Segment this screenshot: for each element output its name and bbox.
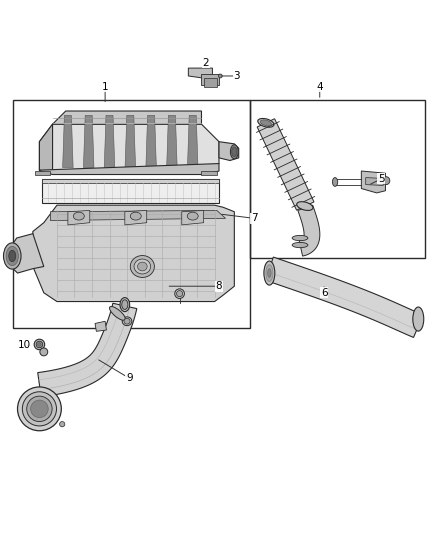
Ellipse shape xyxy=(124,318,130,324)
Polygon shape xyxy=(187,115,198,167)
Polygon shape xyxy=(188,68,212,78)
Polygon shape xyxy=(298,205,320,256)
Polygon shape xyxy=(361,171,385,193)
Ellipse shape xyxy=(6,246,18,265)
Text: 2: 2 xyxy=(202,58,209,68)
Polygon shape xyxy=(204,78,217,87)
Text: 8: 8 xyxy=(215,281,223,291)
Polygon shape xyxy=(39,164,219,174)
Ellipse shape xyxy=(120,297,130,312)
Ellipse shape xyxy=(177,290,183,297)
Text: 7: 7 xyxy=(251,213,258,223)
Ellipse shape xyxy=(27,396,52,422)
Ellipse shape xyxy=(40,348,48,356)
Ellipse shape xyxy=(22,392,57,426)
Text: 3: 3 xyxy=(233,71,240,81)
Polygon shape xyxy=(104,115,115,167)
Polygon shape xyxy=(201,171,217,174)
Polygon shape xyxy=(166,115,177,167)
Ellipse shape xyxy=(232,147,237,157)
Text: 10: 10 xyxy=(18,341,31,350)
Ellipse shape xyxy=(332,177,338,187)
Ellipse shape xyxy=(268,269,271,278)
Ellipse shape xyxy=(292,243,308,248)
Polygon shape xyxy=(42,179,219,203)
Polygon shape xyxy=(125,115,136,167)
Ellipse shape xyxy=(36,341,42,348)
Polygon shape xyxy=(39,124,219,172)
Ellipse shape xyxy=(187,212,198,220)
Polygon shape xyxy=(146,115,156,167)
Ellipse shape xyxy=(4,243,21,269)
Polygon shape xyxy=(83,115,94,167)
Ellipse shape xyxy=(292,236,308,241)
Polygon shape xyxy=(257,119,314,210)
Polygon shape xyxy=(366,177,383,185)
Ellipse shape xyxy=(38,343,41,346)
Ellipse shape xyxy=(74,212,84,220)
Bar xyxy=(250,100,425,258)
Ellipse shape xyxy=(218,74,222,78)
Polygon shape xyxy=(182,211,204,225)
Polygon shape xyxy=(35,171,50,174)
Polygon shape xyxy=(50,211,226,221)
Polygon shape xyxy=(219,142,239,160)
Ellipse shape xyxy=(175,289,184,298)
Polygon shape xyxy=(39,124,53,172)
Ellipse shape xyxy=(122,317,132,326)
Text: 9: 9 xyxy=(126,373,133,383)
Ellipse shape xyxy=(413,307,424,331)
Ellipse shape xyxy=(131,255,154,278)
Bar xyxy=(13,100,250,328)
Text: 5: 5 xyxy=(378,174,385,184)
Polygon shape xyxy=(95,321,106,332)
Ellipse shape xyxy=(60,422,65,427)
Polygon shape xyxy=(201,74,219,85)
Polygon shape xyxy=(53,111,201,124)
Ellipse shape xyxy=(258,118,274,127)
Ellipse shape xyxy=(31,400,48,418)
Polygon shape xyxy=(42,179,219,183)
Text: 4: 4 xyxy=(316,82,323,92)
Ellipse shape xyxy=(297,201,313,211)
Ellipse shape xyxy=(110,306,125,320)
Ellipse shape xyxy=(134,259,151,274)
Ellipse shape xyxy=(18,387,61,431)
Polygon shape xyxy=(9,233,44,273)
Polygon shape xyxy=(38,303,137,397)
Ellipse shape xyxy=(264,261,275,285)
Ellipse shape xyxy=(9,251,16,262)
Polygon shape xyxy=(265,257,423,337)
Ellipse shape xyxy=(260,120,272,126)
Polygon shape xyxy=(63,115,73,167)
Polygon shape xyxy=(68,211,90,225)
Ellipse shape xyxy=(131,212,141,220)
Polygon shape xyxy=(33,205,234,302)
Text: 1: 1 xyxy=(102,82,109,92)
Ellipse shape xyxy=(34,339,45,350)
Ellipse shape xyxy=(266,265,273,281)
Ellipse shape xyxy=(230,145,238,159)
Text: 6: 6 xyxy=(321,288,328,298)
Ellipse shape xyxy=(138,262,147,271)
Polygon shape xyxy=(125,211,147,225)
Ellipse shape xyxy=(383,177,390,184)
Ellipse shape xyxy=(122,300,128,310)
